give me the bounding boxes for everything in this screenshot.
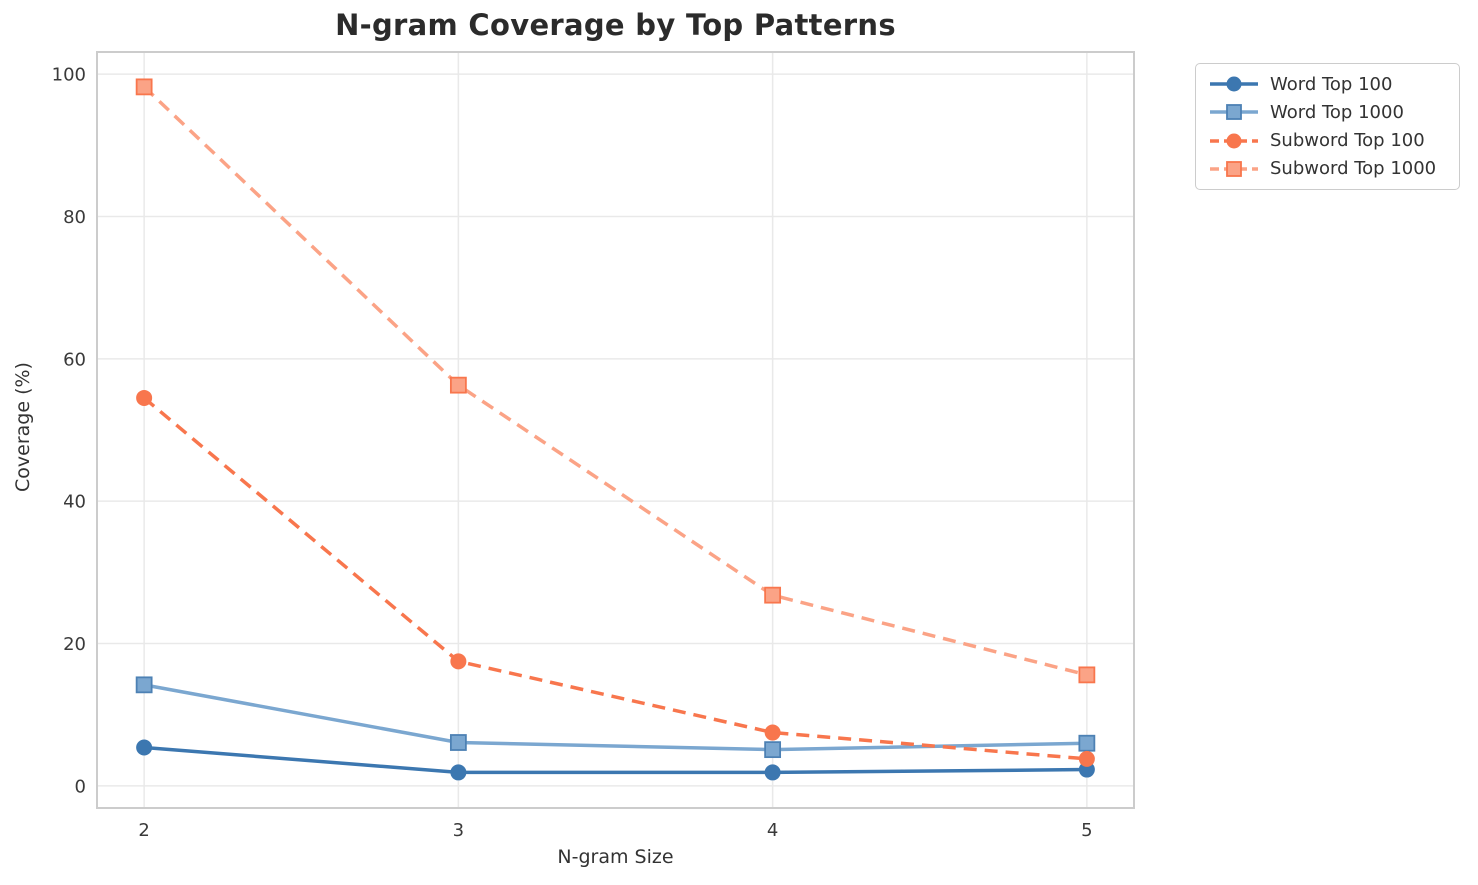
legend: Word Top 100 Word Top 1000 Subword Top 100… [1195, 63, 1460, 190]
x-tick-label-3: 3 [453, 820, 464, 841]
marker-word-top-1000-x5 [1078, 734, 1096, 752]
marker-word-top-1000-x3 [449, 734, 467, 751]
legend-label-word-top-1000: Word Top 1000 [1270, 101, 1404, 123]
legend-swatch-marker [1226, 76, 1242, 92]
series-line-word-top-1000 [143, 683, 1087, 752]
series-line-subword-top-1000 [142, 85, 1088, 677]
marker-subword-top-1000-x2 [135, 78, 153, 96]
legend-swatch-marker [1226, 161, 1242, 177]
marker-subword-top-1000-x3 [449, 376, 467, 394]
legend-label-word-top-100: Word Top 100 [1270, 73, 1393, 95]
marker-subword-top-1000-x4 [764, 586, 782, 604]
legend-label-subword-top-1000: Subword Top 1000 [1270, 158, 1437, 180]
y-tick-label-0: 0 [75, 776, 86, 797]
marker-subword-top-100-x5 [1078, 750, 1095, 767]
x-tick-label-5: 5 [1081, 820, 1092, 841]
marker-subword-top-100-x2 [136, 389, 153, 406]
x-tick-label-2: 2 [138, 820, 149, 841]
y-axis-label: Coverage (%) [12, 362, 34, 492]
chart-title: N-gram Coverage by Top Patterns [335, 8, 896, 42]
legend-swatch-word-top-1000-icon [1210, 104, 1258, 121]
marker-word-top-100-x3 [450, 764, 467, 781]
marker-subword-top-100-x3 [450, 653, 467, 670]
y-tick-label-100: 100 [52, 65, 86, 86]
x-tick-label-4: 4 [767, 820, 778, 841]
y-tick-label-40: 40 [63, 492, 86, 513]
marker-word-top-1000-x4 [764, 741, 782, 759]
legend-item-word-top-100: Word Top 100 [1208, 73, 1447, 95]
marker-subword-top-1000-x5 [1078, 666, 1096, 684]
marker-subword-top-100-x4 [764, 724, 781, 741]
legend-swatch-subword-top-1000-icon [1210, 161, 1258, 177]
series-line-word-top-100 [143, 745, 1087, 775]
y-tick-label-60: 60 [63, 349, 86, 370]
marker-word-top-100-x2 [136, 739, 153, 756]
y-tick-label-80: 80 [63, 207, 86, 228]
y-tick-label-20: 20 [63, 634, 86, 655]
legend-item-word-top-1000: Word Top 1000 [1208, 101, 1447, 123]
marker-word-top-1000-x2 [135, 676, 153, 694]
legend-swatch-marker [1226, 133, 1242, 149]
legend-item-subword-top-1000: Subword Top 1000 [1208, 158, 1447, 180]
x-axis-label: N-gram Size [557, 846, 674, 868]
marker-word-top-100-x4 [764, 764, 781, 781]
series-line-subword-top-100 [143, 396, 1088, 761]
legend-swatch-marker [1226, 104, 1242, 121]
plot-border [96, 51, 1135, 809]
legend-swatch-subword-top-100-icon [1210, 133, 1258, 149]
legend-swatch-word-top-100-icon [1210, 76, 1258, 92]
legend-label-subword-top-100: Subword Top 100 [1270, 130, 1425, 152]
legend-item-subword-top-100: Subword Top 100 [1208, 130, 1447, 152]
